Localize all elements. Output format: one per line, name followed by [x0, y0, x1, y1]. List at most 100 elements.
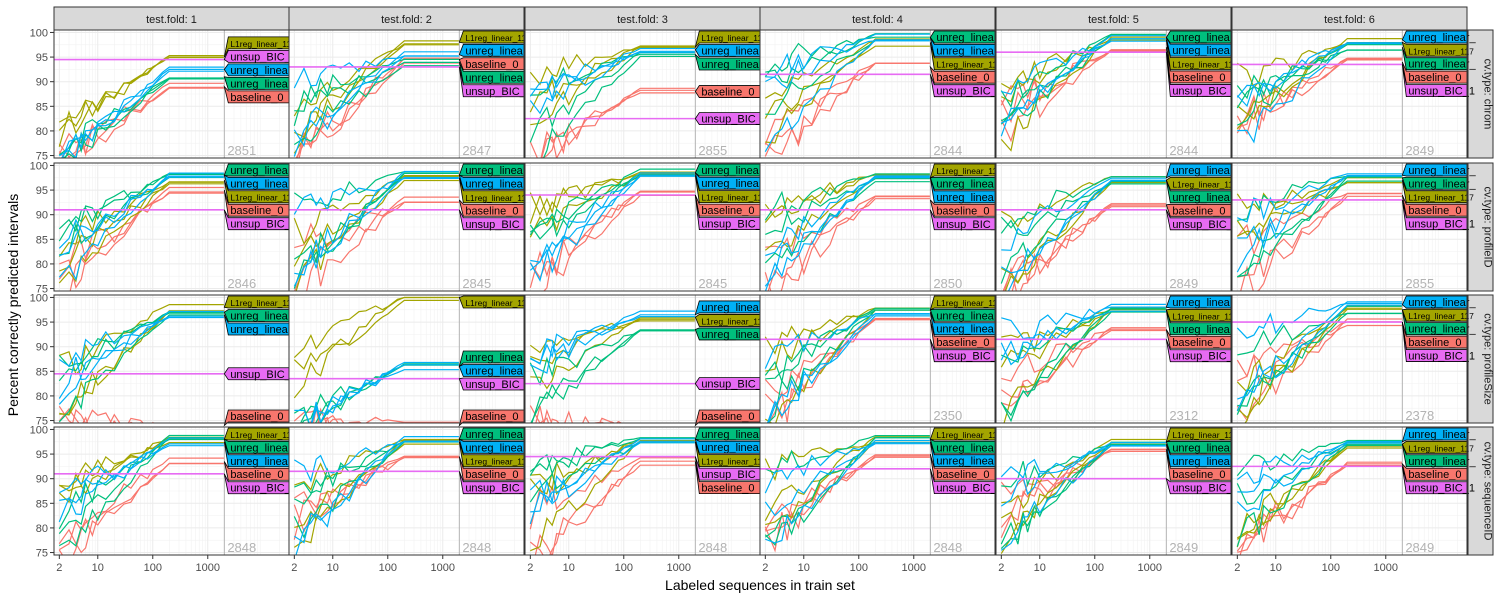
facet-strip-row-label: cv.type: profileID: [1482, 186, 1494, 267]
series-lines: [996, 33, 1167, 152]
direct-label-unreg_linear_117: unreg_linear_: [465, 365, 533, 377]
series-line-unreg_linear_117: [764, 175, 931, 291]
series-line-unreg_linear_2: [1000, 180, 1167, 284]
panel-border: [1231, 426, 1468, 556]
direct-label-unreg_linear_2: unreg_linear_: [465, 429, 533, 441]
direct-label-unreg_linear_117: unreg_linear_: [701, 442, 769, 454]
x-tick-label: 1000: [667, 562, 691, 574]
direct-label-unreg_linear_117: unreg_linear_: [1172, 456, 1240, 468]
facet-panel: 2848 unreg_linear_unreg_linear_ L1reg_line…: [524, 426, 769, 556]
series-line-unreg_linear_117: [764, 39, 931, 152]
series-line-unreg_linear_117: [294, 176, 460, 276]
direct-label-L1reg_linear_117: L1reg_linear_117: [936, 430, 1002, 440]
y-tick-label: 80: [36, 259, 48, 271]
direct-label-baseline_0: baseline_0: [230, 205, 283, 217]
y-tick-label: 90: [36, 77, 48, 89]
series-line-unreg_linear_117: [1236, 442, 1403, 485]
series-line-baseline_0: [764, 454, 931, 531]
direct-label-baseline_0: baseline_0: [230, 469, 283, 481]
series-line-unreg_linear_117: [1000, 180, 1167, 274]
panel-border: [759, 426, 996, 556]
series-line-L1reg_linear_117: [294, 438, 460, 491]
direct-label-L1reg_linear_117: L1reg_linear_117: [465, 298, 531, 308]
series-line-unreg_linear_2: [58, 312, 225, 368]
direct-label-unreg_linear_2: unreg_linear_: [230, 78, 298, 90]
series-lines: [289, 40, 460, 158]
y-tick-label: 100: [30, 160, 48, 172]
direct-label-baseline_0: baseline_0: [465, 59, 518, 71]
facet-panel: 2846 unreg_linear_unreg_linear_ L1reg_line…: [53, 162, 298, 292]
facet-panel: 2312 unreg_linear_ L1reg_linear_117 unreg_l…: [995, 294, 1240, 424]
series-line-unreg_linear_117: [60, 66, 225, 158]
x-tick-label: 100: [1322, 562, 1340, 574]
direct-label-unsup_BIC_1: unsup_BIC_1: [1408, 219, 1475, 231]
series-line-baseline_0: [312, 407, 460, 423]
facet-panel: 2845 unreg_linear_unreg_linear_ L1reg_line…: [288, 162, 533, 292]
series-lines: [996, 303, 1167, 423]
facet-panel: L1reg_linear_117 unreg_linear_ unreg_linea…: [53, 294, 298, 427]
direct-label-unreg_linear_2: unreg_linear_: [230, 442, 298, 454]
series-line-baseline_0: [1000, 50, 1167, 124]
series-lines: [525, 168, 696, 291]
direct-label-baseline_0: baseline_0: [465, 205, 518, 217]
series-line-unreg_linear_117: [764, 443, 931, 517]
facet-strip-col-label: test.fold: 4: [852, 14, 903, 26]
x-tick-label: 2: [1234, 562, 1240, 574]
series-line-L1reg_linear_117: [59, 55, 225, 123]
direct-label-unreg_linear_117: unreg_linear_: [1408, 32, 1476, 44]
y-tick-label: 85: [36, 101, 48, 113]
series-line-unreg_linear_117: [765, 40, 931, 83]
x-tick-label: 10: [1270, 562, 1282, 574]
count-label: 2849: [1405, 540, 1434, 555]
direct-label-unreg_linear_2: unreg_linear_: [1172, 32, 1240, 44]
series-lines: [525, 437, 696, 555]
series-line-unreg_linear_117: [1001, 177, 1167, 251]
series-lines: [289, 436, 460, 555]
direct-label-baseline_0: baseline_0: [1172, 205, 1225, 217]
series-lines: [1232, 173, 1403, 291]
y-tick-label: 90: [36, 342, 48, 354]
facet-strip-row-label: cv.type: profileSize: [1482, 313, 1494, 405]
panel-border: [759, 162, 996, 292]
direct-label-baseline_0: baseline_0: [701, 411, 754, 423]
count-label: 2846: [227, 276, 256, 291]
direct-label-unreg_linear_2: unreg_linear_: [1408, 324, 1476, 336]
series-line-unreg_linear_2: [1001, 308, 1167, 363]
series-line-unreg_linear_117: [59, 68, 225, 158]
direct-label-unsup_BIC_1: unsup_BIC_1: [465, 86, 532, 98]
y-tick-label: 85: [36, 366, 48, 378]
series-line-unreg_linear_117: [293, 55, 460, 157]
series-lines: [1232, 301, 1403, 423]
y-axis-title: Percent correctly predicted intervals: [5, 194, 21, 417]
direct-label-unreg_linear_117: unreg_linear_: [936, 324, 1004, 336]
series-line-unreg_linear_117: [58, 176, 225, 249]
series-line-unreg_linear_117: [530, 172, 696, 263]
direct-label-baseline_0: baseline_0: [1172, 469, 1225, 481]
series-line-unreg_linear_117: [1237, 301, 1403, 400]
y-tick-label: 85: [36, 234, 48, 246]
panel-border: [288, 29, 525, 159]
series-line-unreg_linear_2: [542, 55, 696, 158]
direct-label-baseline_0: baseline_0: [701, 87, 754, 99]
facet-panel: 2378 unreg_linear_ L1reg_linear_117 unreg_l…: [1231, 294, 1476, 424]
direct-label-L1reg_linear_117: L1reg_linear_117: [1408, 311, 1474, 321]
series-line-unreg_linear_2: [1237, 180, 1403, 278]
direct-label-unreg_linear_117: unreg_linear_: [1408, 429, 1476, 441]
series-line-L1reg_linear_117: [294, 439, 460, 528]
direct-label-L1reg_linear_117: L1reg_linear_117: [230, 298, 296, 308]
series-line-baseline_0: [534, 460, 696, 555]
direct-label-L1reg_linear_117: L1reg_linear_117: [1172, 179, 1238, 189]
direct-label-unreg_linear_2: unreg_linear_: [465, 72, 533, 84]
facet-panel: 2851 L1reg_linear_117 unsup_BIC_1 unreg_lin…: [53, 29, 298, 159]
series-line-unreg_linear_117: [1237, 441, 1403, 493]
x-tick-label: 2: [998, 562, 1004, 574]
x-tick-label: 10: [563, 562, 575, 574]
y-tick-label: 95: [36, 317, 48, 329]
panel-border: [1231, 29, 1468, 159]
direct-label-unreg_linear_2: unreg_linear_: [1172, 192, 1240, 204]
y-tick-label: 80: [36, 523, 48, 535]
series-line-baseline_0: [1240, 192, 1403, 291]
series-line-L1reg_linear_117: [1244, 308, 1403, 423]
series-line-unreg_linear_2: [764, 36, 931, 77]
x-tick-label: 1000: [902, 562, 926, 574]
